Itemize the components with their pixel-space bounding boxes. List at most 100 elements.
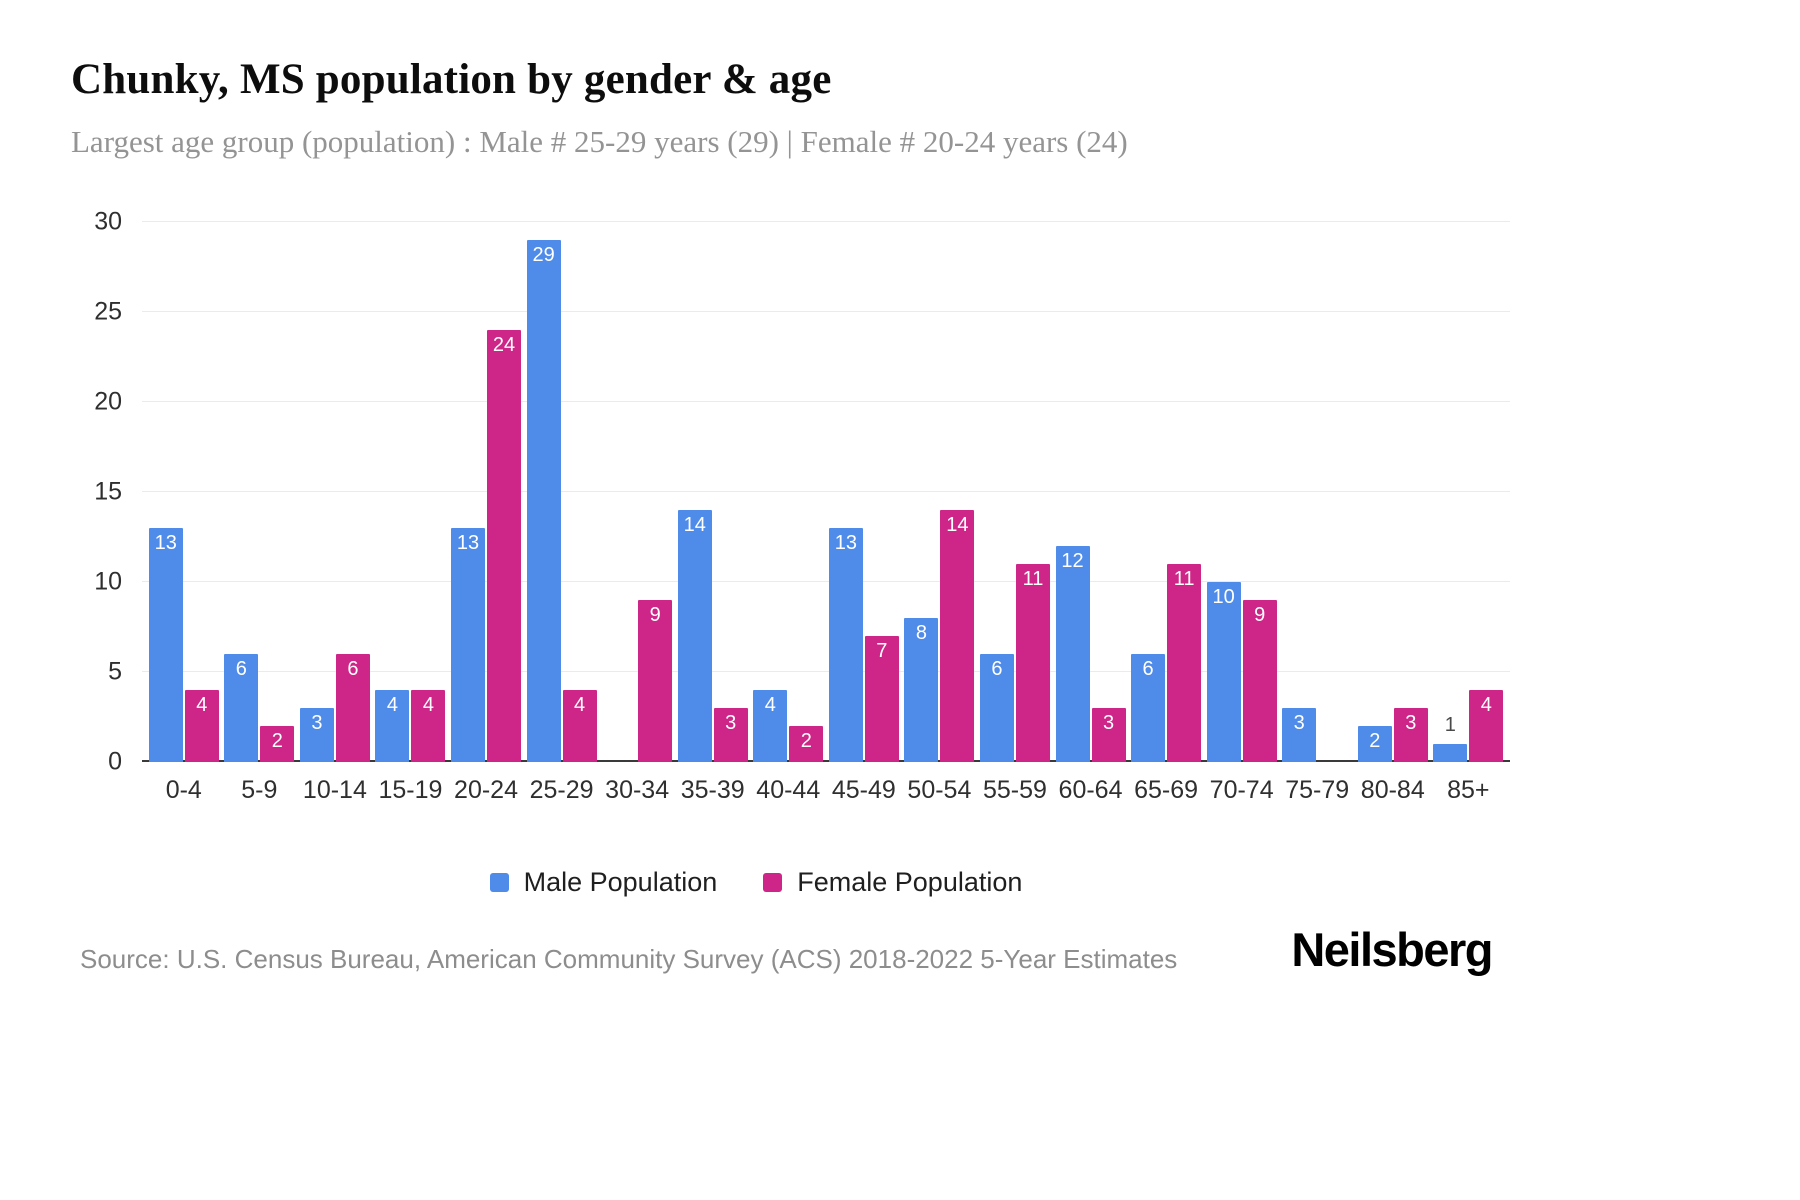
male-bar-value-70-74: 10 [1212,586,1235,608]
female-bar-value-15-19: 4 [422,694,435,716]
y-tick-label: 20 [94,387,122,416]
bar-group-0-4: 13 4 [146,222,222,762]
page-subtitle: Largest age group (population) : Male # … [71,124,1128,159]
female-bar-70-74: 9 [1242,600,1277,762]
male-bar-value-15-19: 4 [386,694,399,716]
x-tick-label-30-34: 30-34 [605,776,670,804]
male-bar-65-69: 6 [1131,654,1166,762]
y-tick-label: 15 [94,477,122,506]
female-bar-value-60-64: 3 [1102,712,1115,734]
female-bar-value-50-54: 14 [946,514,969,536]
female-bar-15-19: 4 [411,690,446,762]
male-legend-swatch-icon [489,873,509,892]
male-bar-0-4: 13 [148,528,183,762]
y-tick-label: 5 [108,657,122,686]
male-bar-value-75-79: 3 [1293,712,1305,734]
male-bar-60-64: 12 [1055,546,1090,762]
gridline [142,401,1510,402]
male-bar-value-0-4: 13 [154,532,177,554]
y-tick-label: 25 [94,297,122,326]
female-bar-value-40-44: 2 [800,730,812,752]
gridline [142,221,1510,222]
male-bar-80-84: 2 [1357,726,1392,762]
legend-item-female: Female Population [763,867,1022,898]
male-bar-75-79: 3 [1282,708,1317,762]
male-bar-value-80-84: 2 [1369,730,1381,752]
female-bar-50-54: 14 [940,510,975,762]
brand-logo: Neilsberg [1291,923,1493,976]
female-bar-65-69: 11 [1167,564,1202,762]
bar-groups: 13 4 6 2 3 6 4 4 13 24 29 4 9 14 3 4 2 13 7 8 14 6 11 12 3 6 11 10 9… [142,222,1510,762]
bar-group-50-54: 8 14 [902,222,978,762]
male-bar-value-45-49: 13 [834,532,857,554]
female-bar-value-85+: 4 [1480,694,1492,716]
y-tick-label: 0 [108,747,122,776]
x-tick-label-0-4: 0-4 [165,776,202,804]
bar-group-65-69: 6 11 [1128,222,1204,762]
female-bar-10-14: 6 [335,654,370,762]
bar-group-70-74: 10 9 [1204,222,1280,762]
bar-group-60-64: 12 3 [1053,222,1129,762]
female-bar-value-10-14: 6 [347,658,359,680]
x-tick-label-50-54: 50-54 [907,776,972,804]
bar-group-25-29: 29 4 [524,222,600,762]
x-tick-label-5-9: 5-9 [241,776,278,804]
x-tick-label-20-24: 20-24 [454,776,518,804]
bar-group-55-59: 6 11 [977,222,1053,762]
female-bar-value-35-39: 3 [725,712,737,734]
bar-chart: 0 5 10 15 20 25 30 13 4 6 2 3 6 4 4 13 24 29 4 9 14 3 4 2 13 7 8 1… [70,208,1510,805]
chart-header: Chunky, MS population by gender & age La… [0,0,1800,160]
x-tick-label-65-69: 65-69 [1134,776,1199,804]
female-bar-value-0-4: 4 [196,694,208,716]
x-axis-baseline [142,760,1510,762]
y-tick-label: 30 [94,207,122,236]
x-tick-label-60-64: 60-64 [1058,776,1123,804]
plot-row: 0 5 10 15 20 25 30 13 4 6 2 3 6 4 4 13 24 29 4 9 14 3 4 2 13 7 8 1… [70,208,1510,776]
x-tick-label-10-14: 10-14 [302,776,367,804]
x-tick-label-45-49: 45-49 [831,776,896,804]
bar-group-35-39: 14 3 [675,222,751,762]
bar-group-20-24: 13 24 [448,222,524,762]
male-bar-10-14: 3 [299,708,334,762]
female-bar-value-45-49: 7 [876,640,888,662]
female-bar-value-30-34: 9 [649,604,661,626]
female-bar-55-59: 11 [1015,564,1050,762]
x-tick-label-35-39: 35-39 [680,776,745,804]
x-axis-labels: 0-4 5-9 10-14 15-19 20-24 25-29 30-34 35-39 40-4… [142,776,1510,805]
page-title: Chunky, MS population by gender & age [71,56,832,103]
female-bar-value-70-74: 9 [1254,604,1266,626]
bar-group-45-49: 13 7 [826,222,902,762]
male-bar-50-54: 8 [904,618,939,762]
male-bar-85+: 1 [1433,714,1468,762]
female-bar-5-9: 2 [260,726,295,762]
male-bar-35-39: 14 [677,510,712,762]
plot-area: 13 4 6 2 3 6 4 4 13 24 29 4 9 14 3 4 2 13 7 8 14 6 11 12 3 6 11 10 9… [142,221,1510,762]
y-tick-label: 10 [94,567,122,596]
gridline [142,671,1510,672]
x-tick-label-80-84: 80-84 [1360,776,1425,804]
female-bar-20-24: 24 [487,330,522,762]
y-axis: 0 5 10 15 20 25 30 [70,208,142,776]
male-bar-20-24: 13 [451,528,486,762]
male-bar-value-50-54: 8 [915,622,927,644]
female-bar-value-55-59: 11 [1022,568,1044,590]
female-bar-30-34: 9 [638,600,673,762]
male-bar-40-44: 4 [753,690,788,762]
gridline [142,581,1510,582]
female-bar-value-80-84: 3 [1405,712,1417,734]
male-bar-45-49: 13 [828,528,863,762]
x-tick-label-40-44: 40-44 [756,776,821,804]
gridline [142,311,1510,312]
male-bar-25-29: 29 [526,240,561,762]
male-bar-value-10-14: 3 [311,712,323,734]
male-bar-70-74: 10 [1206,582,1241,762]
female-bar-35-39: 3 [713,708,748,762]
male-bar-value-40-44: 4 [764,694,776,716]
